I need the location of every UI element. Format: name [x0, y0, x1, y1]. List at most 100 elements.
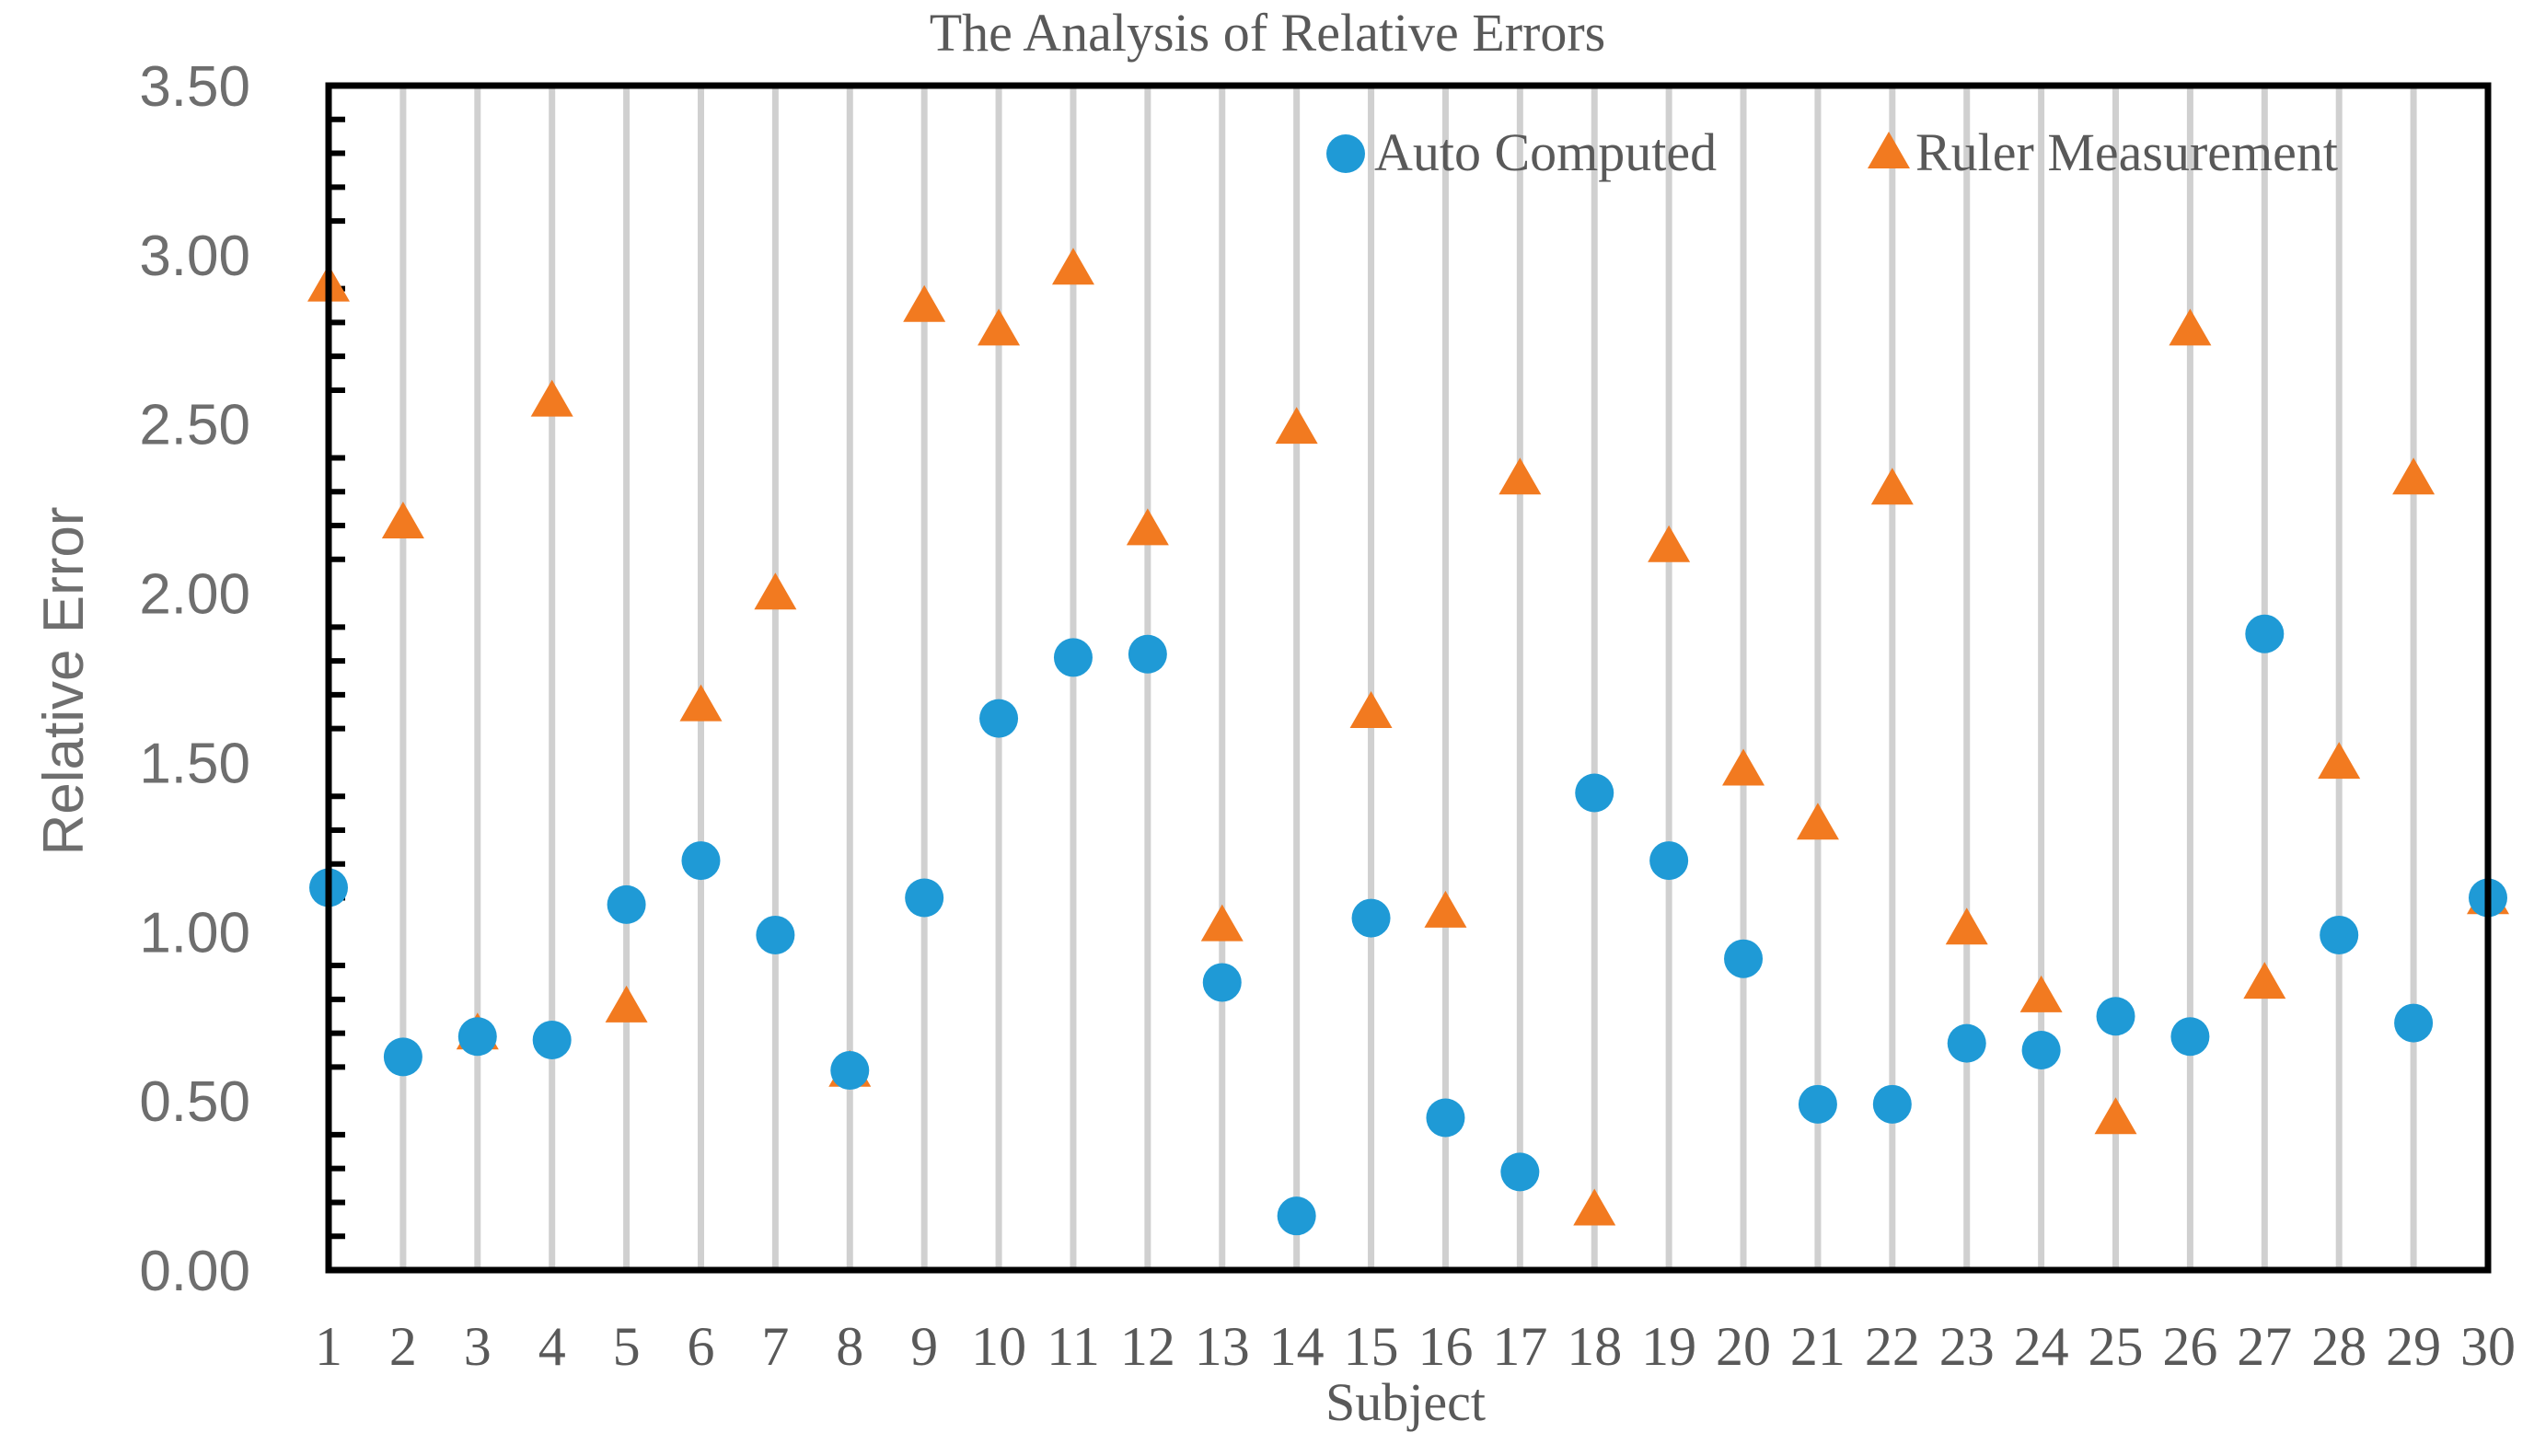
y-tick-label: 1.00	[139, 901, 250, 965]
auto-computed-point-11	[1053, 638, 1093, 677]
ruler-measurement-point-7	[754, 572, 797, 610]
y-tick-label: 2.50	[139, 394, 250, 457]
ruler-measurement-point-18	[1573, 1188, 1616, 1226]
auto-computed-point-12	[1128, 634, 1167, 674]
x-tick-label: 7	[761, 1316, 789, 1377]
x-axis-title: Subject	[1325, 1372, 1486, 1432]
auto-computed-point-29	[2394, 1003, 2434, 1043]
auto-computed-point-5	[607, 884, 646, 924]
auto-computed-point-13	[1202, 963, 1242, 1002]
auto-computed-point-26	[2170, 1017, 2210, 1057]
y-tick-label: 2.00	[139, 563, 250, 627]
x-tick-label: 13	[1195, 1316, 1250, 1377]
ruler-measurement-point-24	[2019, 975, 2063, 1012]
x-tick-label: 1	[315, 1316, 342, 1377]
auto-computed-point-24	[2021, 1030, 2061, 1069]
x-tick-label: 19	[1641, 1316, 1696, 1377]
auto-computed-point-10	[979, 699, 1019, 738]
x-axis-tick-labels: 1 2 3 4 5 6 7 8 9 10 11 12 13 14 15 16 17 18 19 20 21 22 23 24 2…	[315, 1316, 2516, 1377]
ruler-measurement-point-19	[1648, 525, 1691, 562]
x-tick-label: 4	[538, 1316, 566, 1377]
ruler-measurement-point-28	[2318, 742, 2361, 780]
x-tick-label: 16	[1417, 1316, 1473, 1377]
x-tick-label: 29	[2386, 1316, 2441, 1377]
ruler-measurement-point-5	[605, 985, 648, 1023]
ruler-measurement-point-2	[381, 502, 424, 539]
ruler-measurement-point-9	[903, 284, 946, 322]
ruler-measurement-point-4	[530, 379, 573, 417]
x-tick-label: 6	[687, 1316, 714, 1377]
auto-computed-point-4	[532, 1020, 572, 1059]
x-tick-label: 17	[1492, 1316, 1547, 1377]
x-tick-label: 2	[389, 1316, 417, 1377]
auto-computed-point-14	[1277, 1196, 1316, 1236]
x-tick-label: 3	[464, 1316, 492, 1377]
x-tick-label: 11	[1047, 1316, 1100, 1377]
x-tick-label: 20	[1716, 1316, 1771, 1377]
ruler-measurement-point-26	[2169, 308, 2212, 346]
data-markers	[307, 248, 2509, 1236]
auto-computed-point-7	[756, 915, 795, 954]
ruler-measurement-point-25	[2094, 1097, 2137, 1135]
x-tick-label: 22	[1865, 1316, 1920, 1377]
auto-computed-point-22	[1872, 1084, 1912, 1124]
x-tick-label: 25	[2089, 1316, 2144, 1377]
ruler-measurement-point-27	[2243, 962, 2286, 1000]
ruler-measurement-point-14	[1275, 407, 1318, 445]
y-axis-tick-labels: 0.00 0.50 1.00 1.50 2.00 2.50 3.00 3.50	[139, 55, 250, 1303]
auto-computed-point-6	[681, 841, 721, 881]
ruler-measurement-point-10	[978, 308, 1021, 346]
ruler-measurement-point-29	[2392, 457, 2436, 495]
auto-computed-point-21	[1798, 1084, 1837, 1124]
x-tick-label: 18	[1567, 1316, 1622, 1377]
ruler-measurement-point-21	[1796, 803, 1839, 840]
legend-ruler-measurement-marker	[1868, 132, 1910, 168]
auto-computed-point-16	[1426, 1098, 1465, 1138]
x-tick-label: 5	[613, 1316, 641, 1377]
x-tick-label: 28	[2311, 1316, 2366, 1377]
x-tick-label: 12	[1120, 1316, 1175, 1377]
x-tick-label: 30	[2460, 1316, 2516, 1377]
y-tick-label: 3.50	[139, 55, 250, 119]
x-tick-label: 26	[2162, 1316, 2217, 1377]
x-tick-label: 27	[2237, 1316, 2292, 1377]
x-tick-label: 9	[910, 1316, 938, 1377]
auto-computed-point-23	[1947, 1023, 1986, 1063]
auto-computed-point-17	[1500, 1152, 1540, 1192]
ruler-measurement-point-17	[1498, 457, 1542, 495]
auto-computed-point-18	[1575, 773, 1614, 813]
x-tick-label: 24	[2014, 1316, 2069, 1377]
auto-computed-point-3	[457, 1017, 497, 1057]
y-tick-label: 0.00	[139, 1240, 250, 1303]
x-tick-label: 15	[1344, 1316, 1399, 1377]
ruler-measurement-point-23	[1945, 907, 1988, 945]
y-tick-label: 1.50	[139, 732, 250, 795]
auto-computed-point-19	[1649, 841, 1689, 881]
legend: Auto Computed Ruler Measurement	[1326, 122, 2338, 182]
ruler-measurement-point-22	[1870, 468, 1914, 505]
legend-ruler-measurement-label: Ruler Measurement	[1915, 122, 2338, 182]
ruler-measurement-point-15	[1349, 690, 1393, 728]
legend-auto-computed-marker	[1326, 134, 1365, 173]
auto-computed-point-27	[2245, 614, 2285, 653]
x-tick-label: 21	[1790, 1316, 1846, 1377]
x-tick-label: 23	[1939, 1316, 1995, 1377]
plot-area-border	[325, 82, 2492, 1274]
x-tick-label: 14	[1269, 1316, 1325, 1377]
legend-auto-computed-label: Auto Computed	[1374, 122, 1717, 182]
ruler-measurement-point-6	[679, 684, 723, 722]
x-tick-label: 8	[836, 1316, 863, 1377]
auto-computed-point-25	[2096, 997, 2135, 1036]
auto-computed-point-2	[383, 1037, 422, 1077]
auto-computed-point-8	[830, 1051, 870, 1091]
auto-computed-point-9	[905, 878, 944, 918]
ruler-measurement-point-12	[1126, 508, 1169, 546]
auto-computed-point-20	[1724, 939, 1764, 978]
x-tick-label: 10	[971, 1316, 1026, 1377]
y-tick-label: 0.50	[139, 1070, 250, 1134]
ruler-measurement-point-11	[1051, 248, 1094, 285]
ruler-measurement-point-16	[1424, 890, 1467, 928]
chart-title: The Analysis of Relative Errors	[930, 3, 1606, 63]
y-axis-title: Relative Error	[32, 507, 96, 856]
